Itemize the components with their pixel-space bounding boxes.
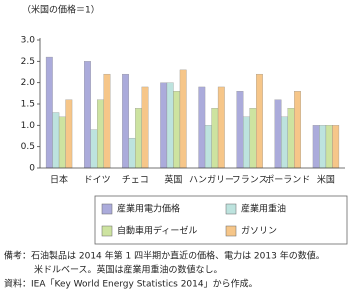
note: 資料：IEA「Key World Energy Statistics 2014」… — [4, 278, 258, 290]
bar — [45, 56, 53, 169]
bar — [166, 82, 174, 169]
x-tick-label: チェコ — [122, 175, 149, 186]
bar — [90, 129, 98, 169]
legend-label: 産業用重油 — [241, 203, 286, 215]
bar — [236, 91, 244, 169]
x-tick-label: ハンガリー — [189, 175, 234, 186]
bar — [312, 125, 320, 169]
bar — [332, 125, 340, 169]
bar — [294, 91, 301, 169]
x-tick-label: 英国 — [164, 174, 182, 186]
y-tick-label: 2.5 — [21, 57, 35, 67]
y-axis-label: （米国の価格＝1） — [22, 4, 100, 16]
bar — [160, 82, 168, 169]
x-tick-label: 日本 — [50, 174, 68, 186]
bar — [179, 69, 187, 169]
bar — [173, 91, 181, 169]
bar — [217, 86, 225, 169]
legend-swatch — [101, 225, 113, 237]
bar — [84, 61, 91, 169]
bar — [274, 99, 282, 169]
bar — [65, 99, 73, 169]
bar — [128, 137, 136, 169]
bar — [135, 108, 142, 169]
x-tick-label: 米国 — [317, 174, 335, 186]
bar — [211, 108, 219, 169]
y-tick-label: 1.0 — [21, 121, 36, 131]
bar — [325, 125, 333, 169]
y-tick-label: 1.5 — [21, 100, 35, 110]
legend-label: ガソリン — [241, 226, 277, 237]
legend-box — [94, 195, 348, 245]
bar — [287, 108, 295, 169]
x-tick-label: ドイツ — [84, 176, 111, 186]
legend-label: 産業用電力価格 — [117, 203, 180, 215]
legend-swatch — [101, 203, 113, 215]
note: 米ドルベース。英国は産業用重油の数値なし。 — [34, 264, 223, 276]
bar — [281, 116, 288, 169]
bar — [122, 73, 129, 169]
bar — [198, 86, 206, 169]
bar — [249, 108, 257, 169]
bar — [319, 125, 327, 169]
y-tick-label: 0 — [29, 164, 35, 174]
x-tick-label: ポーランド — [265, 175, 310, 186]
bar — [103, 73, 111, 169]
legend-swatch — [225, 225, 237, 237]
bar — [256, 73, 263, 169]
y-tick-label: 0.5 — [21, 142, 35, 152]
note: 備考：石油製品は 2014 年第 1 四半期か直近の価格、電力は 2013 年の… — [4, 250, 325, 262]
x-tick-label: フランス — [232, 175, 268, 186]
bar — [97, 99, 104, 169]
y-tick-label: 3.0 — [21, 36, 36, 46]
y-tick-label: 2.0 — [21, 78, 36, 88]
bar — [243, 116, 250, 169]
bar — [52, 112, 60, 169]
bar — [141, 86, 149, 169]
legend-label: 自動車用ディーゼル — [117, 225, 197, 237]
legend-swatch — [225, 203, 237, 215]
bar — [58, 116, 66, 169]
bar — [204, 125, 212, 169]
